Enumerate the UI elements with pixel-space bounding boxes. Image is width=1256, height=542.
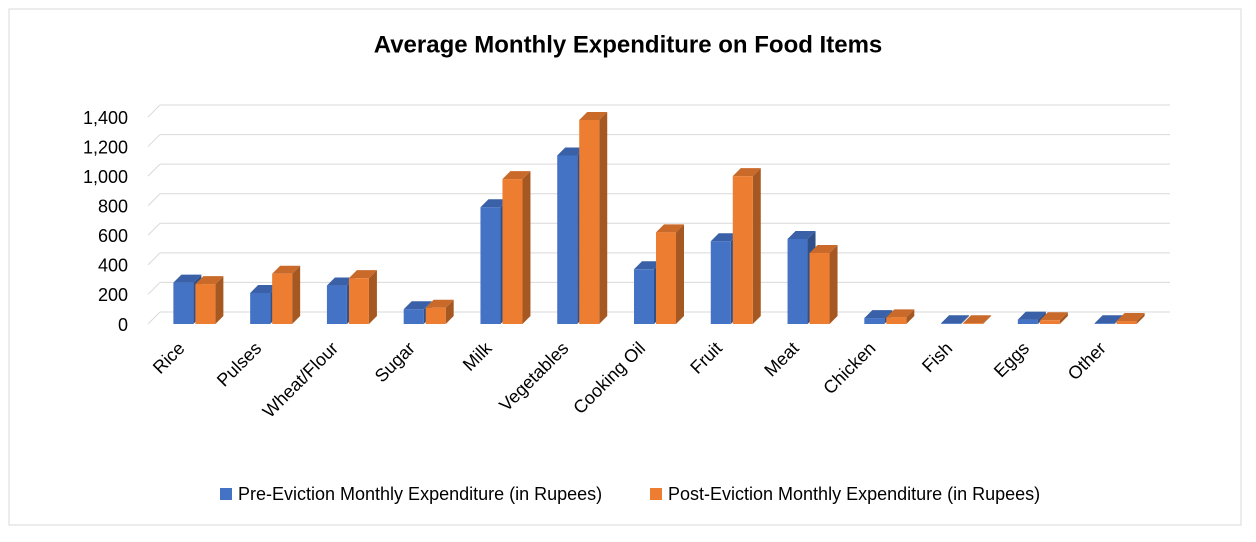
bar-top (480, 199, 509, 208)
chart-border (8, 8, 1242, 526)
bar (1094, 323, 1115, 324)
bar-side (445, 299, 454, 324)
bar-side (983, 315, 992, 324)
bar-top (1094, 315, 1123, 324)
bar-side (752, 168, 761, 324)
grid-line-side (147, 163, 161, 177)
bar (195, 284, 216, 324)
bar (272, 273, 293, 324)
bar-top (1017, 311, 1046, 320)
bar (710, 241, 731, 324)
bar-top (886, 309, 915, 318)
bar (173, 282, 194, 324)
bar-side (368, 270, 377, 324)
bar-top (425, 299, 454, 308)
bar-top (864, 310, 893, 319)
bar-side (599, 111, 608, 324)
bar-top (326, 277, 355, 286)
bar (425, 307, 446, 324)
grid-line-side (147, 104, 161, 118)
bar (809, 253, 830, 324)
y-tick-label: 200 (98, 285, 128, 305)
bar-top (963, 315, 992, 324)
grid-line-side (147, 282, 161, 295)
grid-line-side (147, 222, 161, 236)
bar (886, 317, 907, 324)
bar (326, 285, 347, 324)
legend-label: Post-Eviction Monthly Expenditure (in Ru… (668, 484, 1040, 504)
bar (941, 323, 962, 324)
bar-top (941, 315, 970, 324)
bar-top (1116, 313, 1145, 322)
bar (403, 309, 424, 324)
bar-side (829, 245, 838, 324)
bar (557, 155, 578, 324)
bar-side (522, 171, 531, 324)
bar (250, 292, 271, 324)
bar-side (215, 276, 224, 324)
bar-top (656, 224, 684, 233)
bar (864, 318, 885, 324)
legend-label: Pre-Eviction Monthly Expenditure (in Rup… (238, 484, 602, 504)
bar-side (292, 265, 301, 324)
grid-line-side (147, 311, 161, 325)
bar (348, 278, 369, 324)
bar-side (676, 224, 684, 324)
y-tick-label: 1,200 (83, 137, 128, 157)
y-tick-label: 1,400 (83, 108, 128, 128)
bar (1116, 321, 1137, 324)
bar-side (1136, 313, 1145, 324)
bar-top (403, 301, 432, 310)
legend-swatch (220, 488, 232, 500)
legend: Pre-Eviction Monthly Expenditure (in Rup… (220, 484, 1040, 504)
bar (787, 238, 808, 324)
y-tick-label: 1,000 (83, 167, 128, 187)
bar-top (710, 233, 739, 242)
bar (656, 232, 676, 324)
bar-top (732, 168, 761, 177)
bar-top (348, 270, 377, 279)
bar (502, 179, 523, 324)
bar (732, 176, 753, 324)
bar-top (502, 171, 531, 180)
legend-swatch (650, 488, 662, 500)
y-tick-label: 400 (98, 256, 128, 276)
bar (1017, 319, 1038, 324)
bar-side (961, 315, 970, 324)
y-tick-label: 0 (118, 315, 128, 335)
bar-top (809, 245, 838, 254)
chart-title: Average Monthly Expenditure on Food Item… (374, 31, 883, 58)
bar-top (195, 276, 224, 285)
bar-top (250, 284, 279, 293)
bar-top (787, 230, 816, 239)
bar-side (906, 309, 915, 324)
y-tick-label: 600 (98, 226, 128, 246)
bar-side (1059, 312, 1068, 324)
bar-top (173, 274, 202, 283)
bar (579, 119, 600, 324)
bar (1039, 320, 1060, 324)
bar-top (272, 265, 301, 274)
y-tick-label: 800 (98, 196, 128, 216)
bar-top (634, 261, 662, 270)
grid-line-side (147, 193, 161, 207)
bar-top (1039, 312, 1068, 321)
bar-top (557, 147, 586, 156)
bar (480, 207, 501, 324)
bar (634, 269, 654, 324)
bar (963, 323, 984, 324)
grid-line-side (147, 134, 161, 147)
bar-top (579, 111, 608, 120)
grid-line-side (147, 252, 161, 266)
